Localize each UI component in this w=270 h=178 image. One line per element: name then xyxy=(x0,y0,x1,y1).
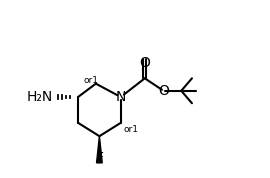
Text: N: N xyxy=(116,90,126,104)
Text: O: O xyxy=(139,56,150,70)
Text: O: O xyxy=(158,84,169,98)
Text: F: F xyxy=(95,151,103,165)
Text: H₂N: H₂N xyxy=(27,90,53,104)
Text: or1: or1 xyxy=(83,76,98,85)
Text: or1: or1 xyxy=(123,125,139,134)
Polygon shape xyxy=(97,136,102,163)
